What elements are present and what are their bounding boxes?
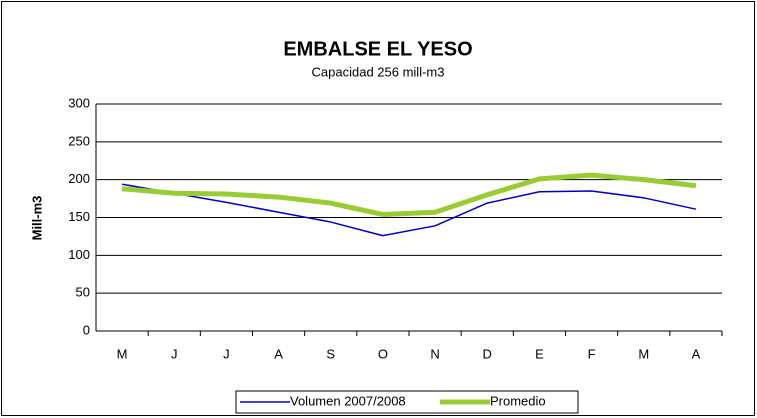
x-tick-label: N — [430, 346, 439, 361]
y-tick-label: 150 — [68, 209, 90, 224]
legend-label: Volumen 2007/2008 — [290, 393, 406, 408]
x-tick-label: O — [378, 346, 388, 361]
x-tick-label: E — [535, 346, 544, 361]
series-line — [121, 172, 697, 217]
chart-title: EMBALSE EL YESO — [283, 38, 472, 60]
legend-label: Promedio — [490, 393, 546, 408]
series-line — [121, 183, 697, 237]
y-tick-label: 0 — [83, 322, 90, 337]
y-axis-label: Mill-m3 — [29, 196, 44, 241]
chart-subtitle: Capacidad 256 mill-m3 — [312, 64, 445, 79]
x-tick-label: D — [483, 346, 492, 361]
x-tick-label: M — [117, 346, 128, 361]
x-tick-label: A — [274, 346, 283, 361]
y-tick-label: 250 — [68, 133, 90, 148]
y-tick-label: 200 — [68, 171, 90, 186]
y-tick-label: 50 — [76, 285, 90, 300]
x-tick-label: J — [171, 346, 178, 361]
y-tick-label: 300 — [68, 95, 90, 110]
x-tick-label: A — [692, 346, 701, 361]
legend — [235, 390, 579, 414]
x-tick-label: F — [588, 346, 596, 361]
x-tick-label: J — [223, 346, 230, 361]
x-tick-label: M — [638, 346, 649, 361]
x-tick-label: S — [326, 346, 335, 361]
y-tick-label: 100 — [68, 247, 90, 262]
